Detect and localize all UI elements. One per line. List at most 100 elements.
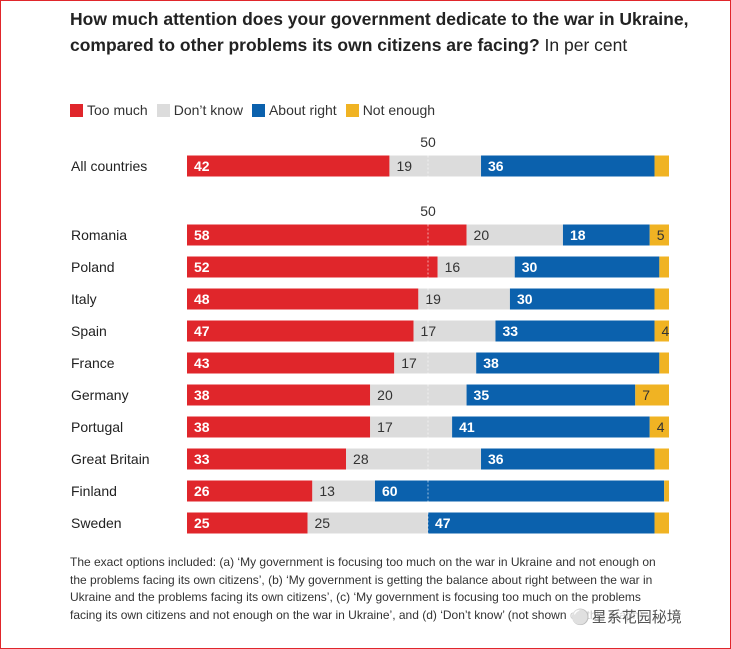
value-label-all-countries-too-much: 42 — [194, 158, 210, 174]
bar-france-not-enough — [659, 352, 669, 374]
bar-spain-too-much — [187, 320, 414, 342]
legend-label-dont-know: Don’t know — [173, 102, 243, 118]
chart-title: How much attention does your government … — [70, 6, 710, 58]
category-label-spain: Spain — [71, 323, 107, 339]
bar-portugal-too-much — [187, 416, 371, 438]
watermark: ⚪ 星系花园秘境 — [568, 606, 685, 627]
bar-sweden-too-much — [187, 512, 308, 534]
bar-all-countries-not-enough — [654, 155, 669, 177]
category-label-italy: Italy — [71, 291, 97, 307]
value-label-france-about-right: 38 — [483, 355, 499, 371]
bar-france-too-much — [187, 352, 395, 374]
bar-spain-not-enough — [654, 320, 669, 342]
value-label-great-britain-dont-know: 28 — [353, 451, 369, 467]
bar-germany-about-right — [466, 384, 636, 406]
value-label-germany-dont-know: 20 — [377, 387, 393, 403]
legend-item-about-right: About right — [251, 102, 337, 118]
value-label-portugal-dont-know: 17 — [377, 419, 393, 435]
value-label-italy-about-right: 30 — [517, 291, 533, 307]
bar-sweden-not-enough — [654, 512, 669, 534]
bar-great-britain-about-right — [481, 448, 655, 470]
stacked-bar-chart: 50 All countries 42 19 36 50 Romania 58 20 18 5 Pol… — [71, 134, 670, 536]
legend-label-too-much: Too much — [87, 102, 148, 118]
watermark-text: 星系花园秘境 — [591, 609, 682, 626]
bar-all-countries-dont-know — [389, 155, 482, 177]
value-label-portugal-not-enough: 4 — [657, 419, 665, 435]
category-label-germany: Germany — [71, 387, 129, 403]
reference-label-50: 50 — [420, 203, 436, 219]
legend-label-about-right: About right — [268, 102, 337, 118]
bar-france-about-right — [476, 352, 660, 374]
bar-italy-dont-know — [418, 288, 510, 310]
bar-portugal-not-enough — [649, 416, 669, 438]
chart-footnote: The exact options included: (a) ‘My gove… — [70, 555, 656, 622]
value-label-romania-about-right: 18 — [570, 227, 586, 243]
value-label-sweden-dont-know: 25 — [315, 515, 331, 531]
value-label-portugal-about-right: 41 — [459, 419, 475, 435]
bar-great-britain-dont-know — [346, 448, 482, 470]
bar-italy-not-enough — [654, 288, 669, 310]
value-label-romania-too-much: 58 — [194, 227, 210, 243]
bar-italy-about-right — [509, 288, 655, 310]
category-label-romania: Romania — [71, 227, 127, 243]
value-label-portugal-too-much: 38 — [194, 419, 210, 435]
category-label-france: France — [71, 355, 115, 371]
value-label-france-too-much: 43 — [194, 355, 210, 371]
value-label-sweden-about-right: 47 — [435, 515, 451, 531]
value-label-romania-not-enough: 5 — [657, 227, 665, 243]
value-label-germany-about-right: 35 — [474, 387, 490, 403]
value-label-poland-dont-know: 16 — [445, 259, 461, 275]
bar-poland-too-much — [187, 256, 438, 278]
value-label-poland-too-much: 52 — [194, 259, 210, 275]
legend-swatch-too-much — [70, 103, 83, 117]
value-label-spain-not-enough: 4 — [662, 323, 670, 339]
bar-all-countries-about-right — [481, 155, 655, 177]
value-label-finland-dont-know: 13 — [319, 483, 335, 499]
legend-swatch-about-right — [251, 103, 265, 117]
bar-romania-about-right — [562, 224, 650, 246]
category-label-portugal: Portugal — [71, 419, 123, 435]
category-label-all-countries: All countries — [71, 158, 147, 174]
bar-germany-not-enough — [635, 384, 669, 406]
value-label-france-dont-know: 17 — [401, 355, 417, 371]
value-label-finland-too-much: 26 — [194, 483, 210, 499]
value-label-spain-about-right: 33 — [502, 323, 518, 339]
bar-finland-too-much — [187, 480, 313, 502]
legend-item-not-enough: Not enough — [345, 102, 436, 118]
bar-poland-not-enough — [659, 256, 669, 278]
value-label-great-britain-about-right: 36 — [488, 451, 504, 467]
bar-romania-too-much — [187, 224, 467, 246]
bar-great-britain-too-much — [187, 448, 347, 470]
value-label-germany-too-much: 38 — [194, 387, 210, 403]
value-label-great-britain-too-much: 33 — [194, 451, 210, 467]
value-label-germany-not-enough: 7 — [642, 387, 650, 403]
bar-france-dont-know — [394, 352, 477, 374]
value-label-italy-dont-know: 19 — [425, 291, 441, 307]
legend-swatch-not-enough — [345, 103, 359, 117]
bar-germany-dont-know — [370, 384, 467, 406]
bar-finland-about-right — [374, 480, 665, 502]
legend-item-too-much: Too much — [70, 102, 148, 118]
bar-finland-not-enough — [664, 480, 669, 502]
value-label-sweden-too-much: 25 — [194, 515, 210, 531]
bar-all-countries-too-much — [187, 155, 390, 177]
value-label-finland-about-right: 60 — [382, 483, 398, 499]
bar-portugal-about-right — [452, 416, 650, 438]
bar-romania-not-enough — [649, 224, 669, 246]
legend-label-not-enough: Not enough — [362, 102, 436, 118]
chart-legend: Too much Don’t know About right Not enou… — [70, 101, 444, 119]
bar-great-britain-not-enough — [654, 448, 669, 470]
bar-romania-dont-know — [466, 224, 563, 246]
value-label-spain-too-much: 47 — [194, 323, 210, 339]
value-label-all-countries-about-right: 36 — [488, 158, 504, 174]
bar-finland-dont-know — [312, 480, 375, 502]
legend-item-dont-know: Don’t know — [156, 102, 243, 118]
value-label-all-countries-dont-know: 19 — [396, 158, 412, 174]
category-label-poland: Poland — [71, 259, 115, 275]
bar-germany-too-much — [187, 384, 371, 406]
bar-spain-dont-know — [413, 320, 496, 342]
value-label-poland-about-right: 30 — [522, 259, 538, 275]
bar-spain-about-right — [495, 320, 655, 342]
bar-italy-too-much — [187, 288, 419, 310]
category-label-finland: Finland — [71, 483, 117, 499]
